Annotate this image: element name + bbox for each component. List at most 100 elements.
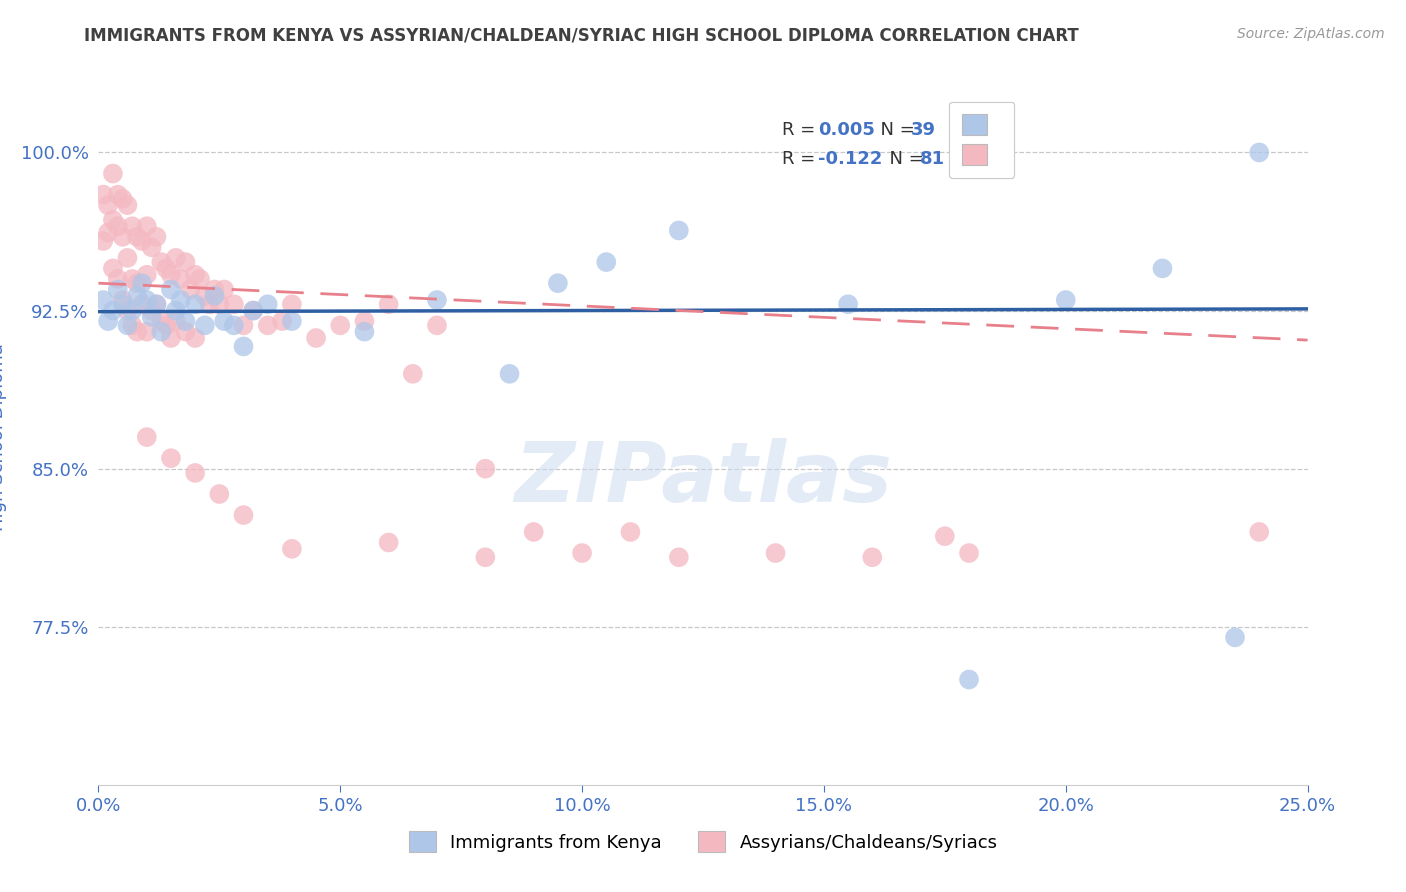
Point bbox=[377, 297, 399, 311]
Point bbox=[160, 268, 183, 282]
Text: 81: 81 bbox=[920, 151, 945, 169]
Point bbox=[174, 325, 197, 339]
Point bbox=[121, 219, 143, 234]
Point bbox=[184, 297, 207, 311]
Text: R =: R = bbox=[782, 120, 821, 138]
Text: Source: ZipAtlas.com: Source: ZipAtlas.com bbox=[1237, 27, 1385, 41]
Point bbox=[111, 192, 134, 206]
Y-axis label: High School Diploma: High School Diploma bbox=[0, 343, 7, 531]
Point bbox=[765, 546, 787, 560]
Text: IMMIGRANTS FROM KENYA VS ASSYRIAN/CHALDEAN/SYRIAC HIGH SCHOOL DIPLOMA CORRELATIO: IMMIGRANTS FROM KENYA VS ASSYRIAN/CHALDE… bbox=[84, 27, 1080, 45]
Point bbox=[101, 213, 124, 227]
Point bbox=[91, 187, 114, 202]
Point bbox=[135, 293, 157, 307]
Point bbox=[222, 318, 245, 333]
Point bbox=[184, 331, 207, 345]
Point bbox=[160, 331, 183, 345]
Point bbox=[204, 283, 226, 297]
Point bbox=[232, 318, 254, 333]
Point bbox=[101, 261, 124, 276]
Point bbox=[155, 318, 177, 333]
Point bbox=[117, 303, 139, 318]
Point bbox=[305, 331, 328, 345]
Point bbox=[97, 198, 120, 212]
Text: N =: N = bbox=[879, 151, 929, 169]
Point bbox=[194, 289, 217, 303]
Point bbox=[91, 234, 114, 248]
Point bbox=[169, 272, 191, 286]
Point bbox=[169, 293, 191, 307]
Point bbox=[232, 339, 254, 353]
Point bbox=[97, 226, 120, 240]
Point bbox=[155, 261, 177, 276]
Point bbox=[150, 325, 173, 339]
Text: -0.122: -0.122 bbox=[818, 151, 882, 169]
Text: 0.005: 0.005 bbox=[818, 120, 875, 138]
Point bbox=[131, 234, 153, 248]
Point bbox=[377, 535, 399, 549]
Point bbox=[271, 314, 294, 328]
Point bbox=[91, 293, 114, 307]
Point bbox=[571, 546, 593, 560]
Point bbox=[957, 546, 980, 560]
Point bbox=[474, 461, 496, 475]
Point bbox=[184, 268, 207, 282]
Point bbox=[212, 283, 235, 297]
Point bbox=[256, 297, 278, 311]
Legend: Immigrants from Kenya, Assyrians/Chaldeans/Syriacs: Immigrants from Kenya, Assyrians/Chaldea… bbox=[401, 824, 1005, 859]
Point bbox=[668, 223, 690, 237]
Point bbox=[97, 314, 120, 328]
Point bbox=[135, 219, 157, 234]
Point bbox=[353, 325, 375, 339]
Point bbox=[353, 314, 375, 328]
Point bbox=[111, 229, 134, 244]
Point bbox=[668, 550, 690, 565]
Point bbox=[174, 314, 197, 328]
Point bbox=[242, 303, 264, 318]
Point bbox=[242, 303, 264, 318]
Point bbox=[107, 187, 129, 202]
Point bbox=[131, 276, 153, 290]
Point bbox=[198, 297, 221, 311]
Point bbox=[281, 314, 304, 328]
Point bbox=[222, 297, 245, 311]
Point bbox=[127, 229, 149, 244]
Point bbox=[860, 550, 883, 565]
Point bbox=[141, 310, 163, 324]
Point bbox=[1249, 145, 1271, 160]
Point bbox=[498, 367, 520, 381]
Point bbox=[426, 293, 449, 307]
Point bbox=[329, 318, 352, 333]
Point bbox=[160, 283, 183, 297]
Point bbox=[619, 524, 641, 539]
Point bbox=[127, 325, 149, 339]
Point bbox=[1054, 293, 1077, 307]
Point bbox=[127, 276, 149, 290]
Point bbox=[281, 541, 304, 556]
Point bbox=[184, 466, 207, 480]
Point bbox=[188, 272, 211, 286]
Point bbox=[281, 297, 304, 311]
Point bbox=[145, 229, 167, 244]
Point bbox=[117, 251, 139, 265]
Point bbox=[595, 255, 617, 269]
Point bbox=[107, 272, 129, 286]
Point bbox=[141, 240, 163, 254]
Text: ZIPatlas: ZIPatlas bbox=[515, 438, 891, 519]
Point bbox=[523, 524, 546, 539]
Point bbox=[165, 303, 187, 318]
Point bbox=[121, 303, 143, 318]
Text: R =: R = bbox=[782, 151, 821, 169]
Point bbox=[204, 289, 226, 303]
Point bbox=[194, 318, 217, 333]
Point bbox=[212, 314, 235, 328]
Point bbox=[934, 529, 956, 543]
Point bbox=[208, 487, 231, 501]
Point bbox=[117, 198, 139, 212]
Point bbox=[174, 255, 197, 269]
Point bbox=[131, 297, 153, 311]
Point bbox=[1249, 524, 1271, 539]
Point bbox=[232, 508, 254, 522]
Point bbox=[1223, 631, 1246, 645]
Point bbox=[141, 303, 163, 318]
